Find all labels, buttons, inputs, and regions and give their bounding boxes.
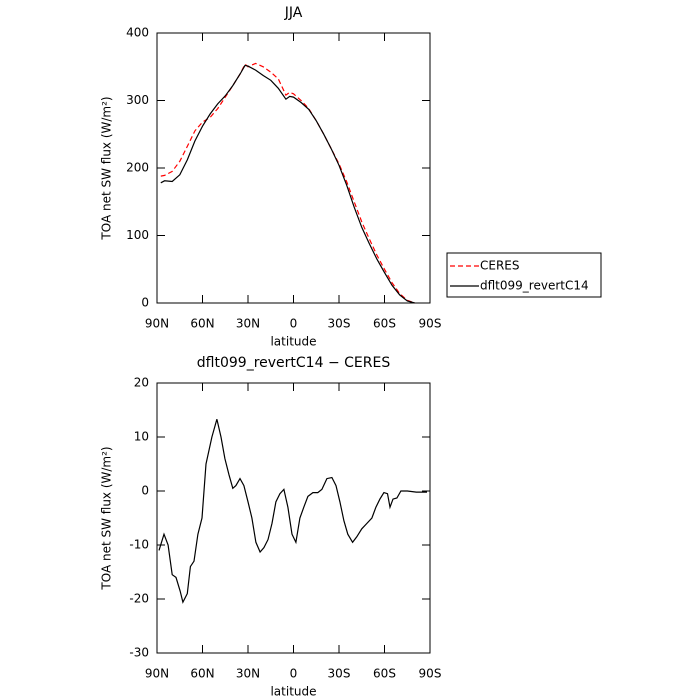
x-tick-label: 0	[290, 317, 298, 331]
x-tick-label: 90N	[145, 667, 169, 681]
y-tick-label: 20	[134, 376, 149, 390]
y-tick-label: 0	[141, 296, 149, 310]
y-tick-label: 100	[126, 228, 149, 242]
y-tick-label: -10	[129, 538, 149, 552]
x-tick-label: 0	[290, 667, 298, 681]
x-tick-label: 90S	[419, 667, 442, 681]
legend-label: dflt099_revertC14	[480, 279, 589, 293]
data-line	[160, 62, 416, 304]
x-tick-label: 90S	[419, 317, 442, 331]
legend-box	[446, 252, 602, 298]
y-tick-label: 10	[134, 430, 149, 444]
y-tick-label: -20	[129, 592, 149, 606]
x-tick-label: 60N	[190, 317, 214, 331]
x-tick-label: 90N	[145, 317, 169, 331]
y-tick-label: 200	[126, 161, 149, 175]
x-tick-label: 30S	[328, 667, 351, 681]
y-tick-label: 300	[126, 93, 149, 107]
legend-label: CERES	[480, 259, 520, 273]
y-axis-label: TOA net SW flux (W/m²)	[100, 96, 114, 240]
x-tick-label: 30S	[328, 317, 351, 331]
y-tick-label: 400	[126, 26, 149, 40]
chart-title: JJA	[284, 5, 303, 21]
y-tick-label: 0	[141, 484, 149, 498]
chart-title: dflt099_revertC14 − CERES	[197, 355, 391, 371]
plot-frame	[156, 32, 431, 304]
x-tick-label: 30N	[236, 317, 260, 331]
x-axis-label: latitude	[270, 685, 316, 699]
data-line	[158, 419, 427, 604]
x-tick-label: 60S	[373, 667, 396, 681]
x-tick-label: 60N	[190, 667, 214, 681]
y-axis-label: TOA net SW flux (W/m²)	[100, 446, 114, 590]
x-axis-label: latitude	[270, 335, 316, 349]
x-tick-label: 60S	[373, 317, 396, 331]
plot-frame	[156, 382, 431, 654]
x-tick-label: 30N	[236, 667, 260, 681]
data-line	[160, 64, 415, 304]
y-tick-label: -30	[129, 646, 149, 660]
